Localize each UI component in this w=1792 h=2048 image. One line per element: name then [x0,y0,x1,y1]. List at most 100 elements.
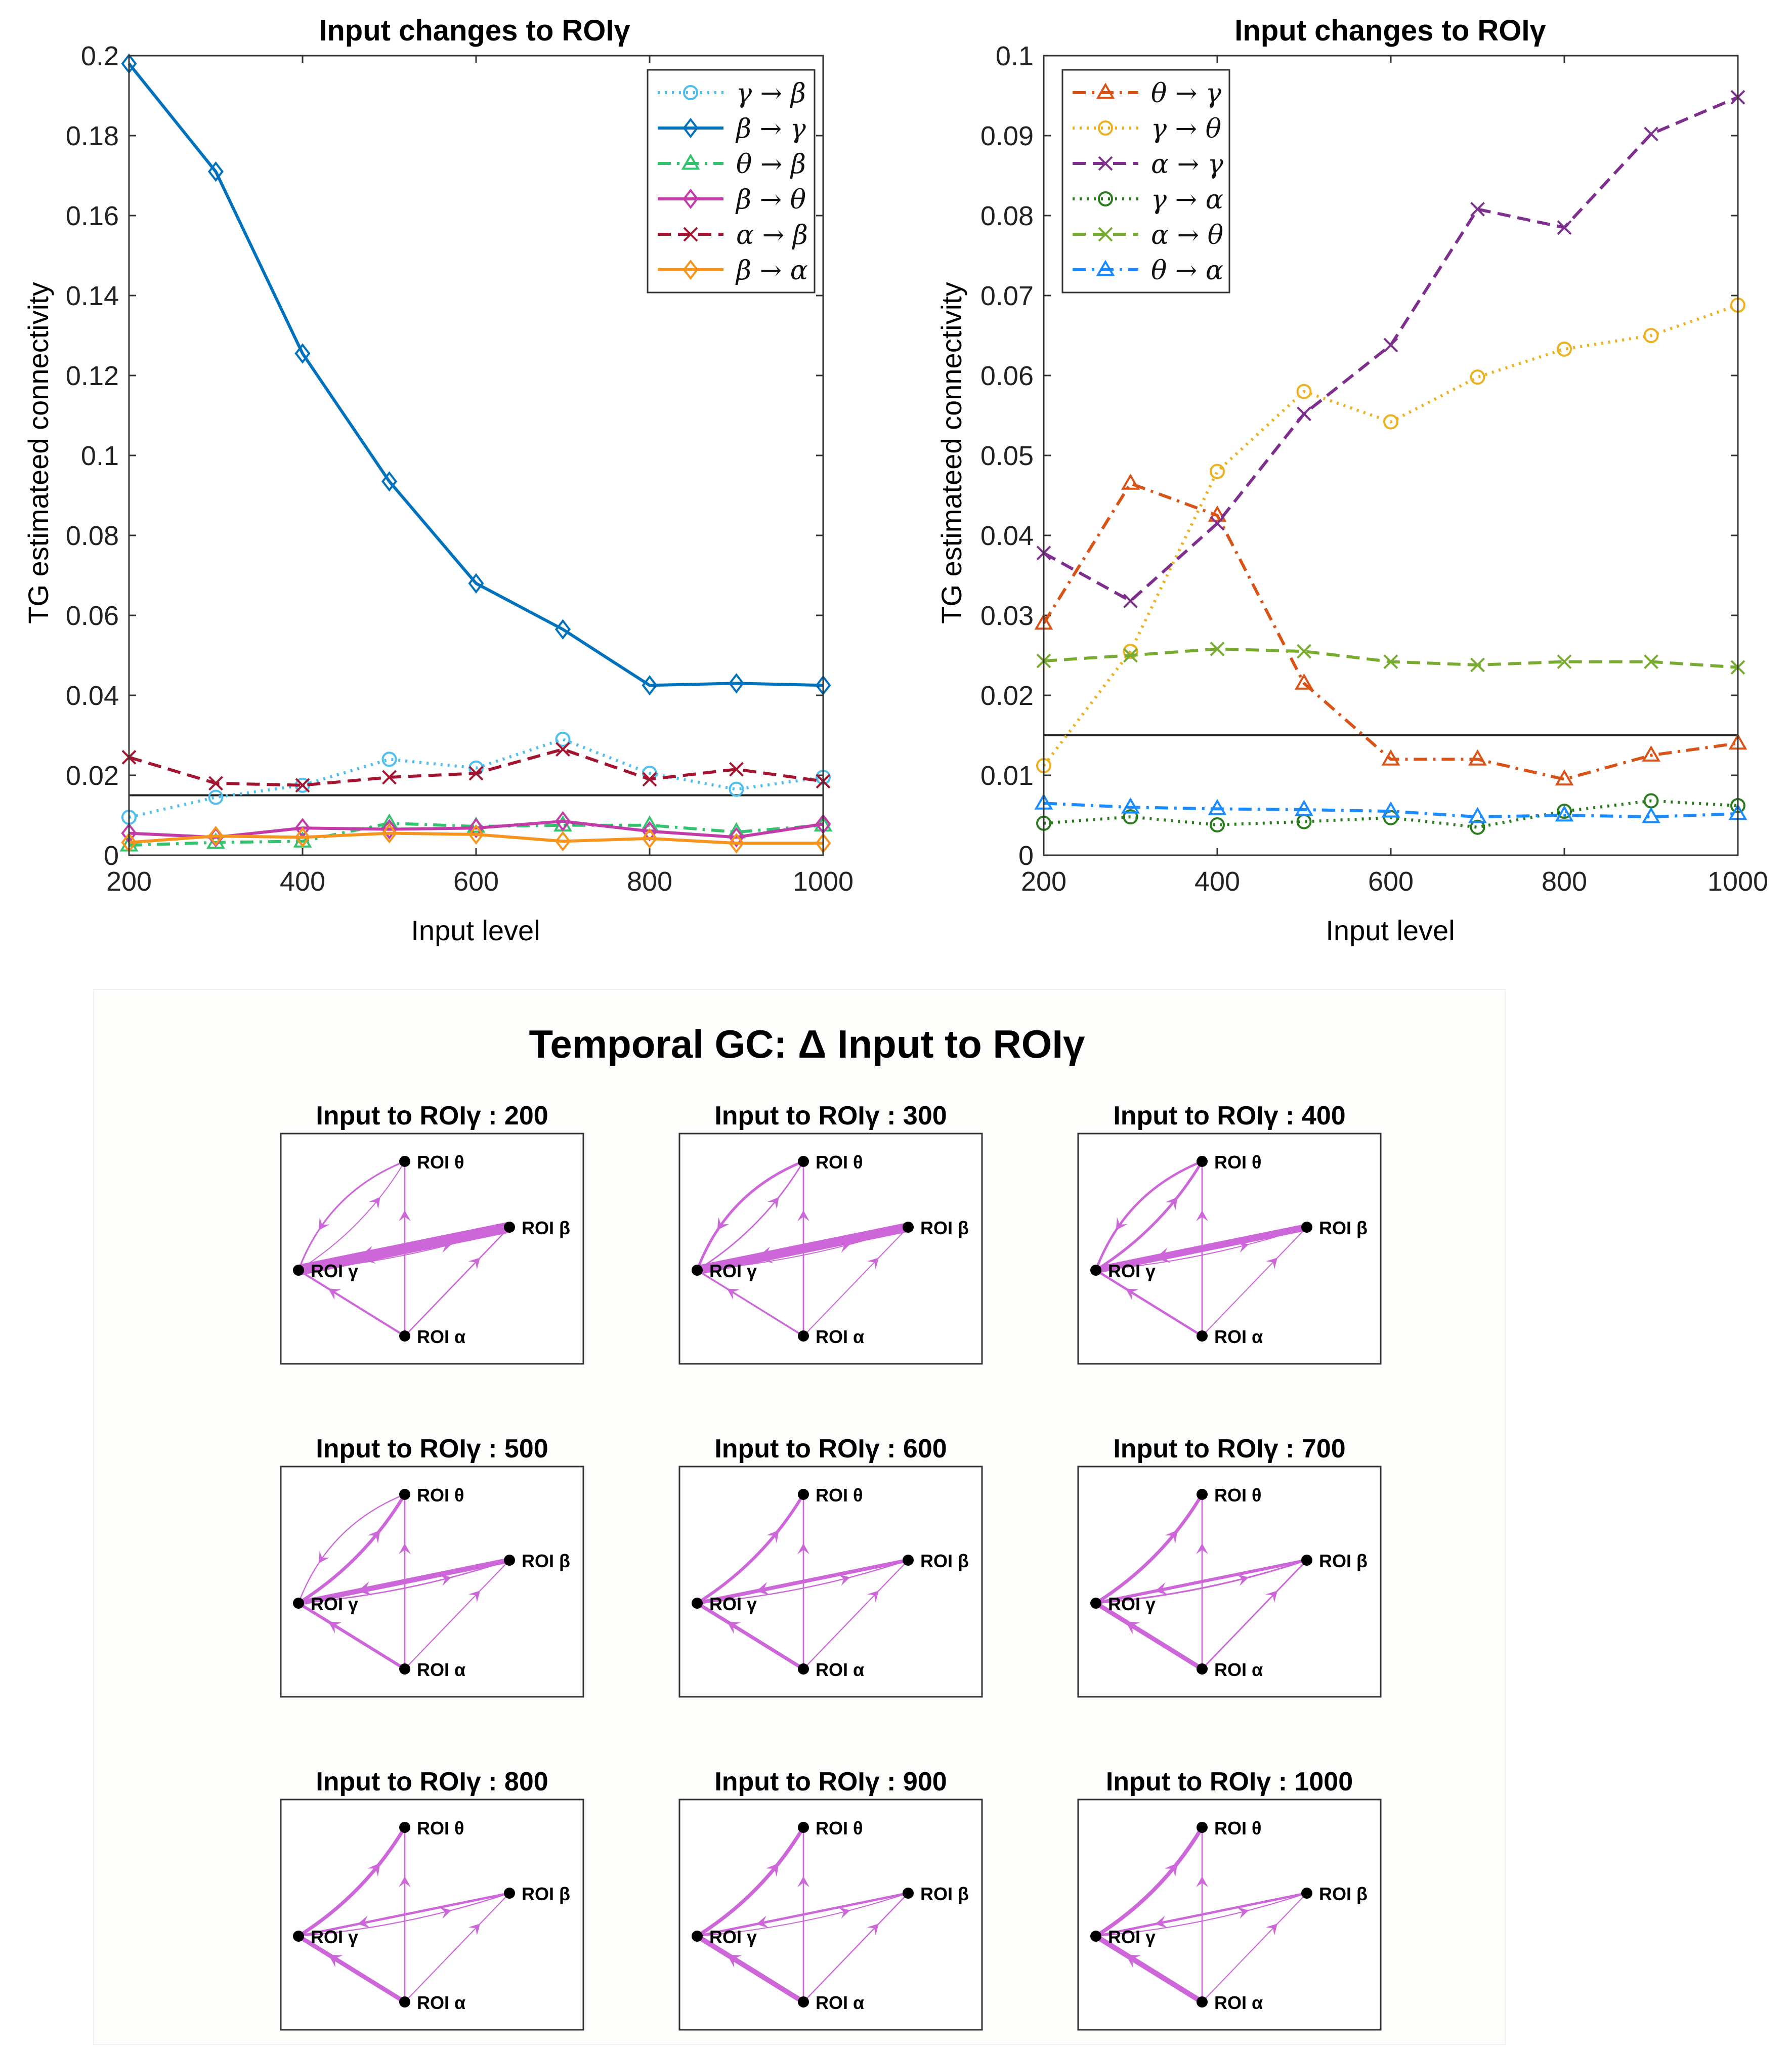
data-point [1470,819,1485,835]
chart-left: Input changes to ROIγ TG estimateed conn… [22,14,854,946]
network-edge [696,1493,805,1605]
node-label-beta: ROI β [920,1218,969,1238]
data-point [1210,817,1225,832]
network-panel-title: Input to ROIγ : 900 [714,1767,947,1796]
chart-right: Input changes to ROIγ TG estimateed conn… [935,14,1768,946]
node-beta [504,1222,515,1233]
network-edge-arrowhead [797,1876,809,1888]
network-edge-arrowhead [1165,1530,1178,1544]
legend-label: β → γ [735,114,806,144]
node-theta [1197,1822,1208,1833]
legend-label: γ → θ [1151,114,1221,144]
node-beta [1301,1555,1312,1566]
node-beta [504,1555,515,1566]
data-point [1470,369,1485,385]
node-label-gamma: ROI γ [709,1594,757,1614]
network-edge-arrowhead [357,1245,376,1264]
series-line [1043,647,1738,669]
data-point [1383,338,1398,353]
x-tick-label: 400 [1194,866,1240,897]
network-edge-arrowhead [797,1210,809,1222]
y-tick-label: 0.02 [66,761,119,791]
network-edge-arrowhead [838,1907,850,1919]
chart-left-legend: γ → β β → γ θ → β β → θ α → β β → α [647,69,816,294]
node-theta [1197,1489,1208,1500]
data-point [729,781,744,797]
data-point [1557,654,1572,670]
series-line [1043,799,1738,829]
network-panel: Input to ROIγ : 900 ROI θ ROI β ROI γ ROI α [678,1767,983,2031]
series-0 [1034,473,1747,786]
node-beta [504,1888,515,1899]
network-edge-arrowhead [328,1621,342,1634]
node-label-beta: ROI β [522,1551,570,1571]
network-edge [296,1934,407,2004]
network-edge [695,1825,805,1938]
data-point [1210,641,1225,656]
network-edge [692,1222,913,1275]
data-point [468,818,484,839]
y-tick-label: 0.02 [980,681,1034,711]
legend-label: γ → α [1151,185,1223,215]
x-tick-label: 600 [1368,866,1414,897]
network-edge-arrowhead [399,1876,411,1888]
network-panel: Input to ROIγ : 400 ROI θ ROI β ROI γ ROI α [1077,1101,1382,1365]
data-point [1297,406,1311,422]
data-point [1208,505,1227,522]
node-label-alpha: ROI α [417,1659,465,1680]
network-edge [1094,1558,1309,1605]
network-edge-arrowhead [439,1907,452,1919]
node-gamma [692,1931,703,1942]
data-point [1555,769,1574,786]
series-0 [121,731,831,825]
node-beta [1301,1888,1312,1899]
node-label-gamma: ROI γ [709,1927,757,1947]
data-point [1123,594,1138,608]
data-point [554,811,571,832]
series-3 [1036,793,1745,835]
series-1 [1036,297,1745,774]
legend-label: θ → α [1151,256,1223,286]
network-panel: Input to ROIγ : 600 ROI θ ROI β ROI γ ROI α [678,1434,983,1698]
series-5 [121,823,831,854]
legend-label: θ → γ [1151,78,1222,109]
node-gamma [1090,1931,1101,1942]
legend-marker [1098,156,1113,171]
chart-left-title: Input changes to ROIγ [319,14,630,47]
series-line [1043,802,1738,819]
data-point [1644,127,1658,142]
node-theta [399,1822,410,1833]
legend-label: γ → β [736,78,806,109]
y-tick-label: 0 [104,841,119,871]
legend-label: α → θ [1151,220,1223,250]
node-gamma [293,1265,304,1276]
network-edge-arrowhead [328,1954,343,1968]
data-point [382,770,397,785]
legend-marker [682,259,699,280]
network-edge-arrowhead [766,1863,779,1877]
legend-label: α → β [736,220,808,250]
network-edge-arrowhead [1155,1915,1168,1928]
series-line [1042,482,1738,781]
data-point [728,833,745,854]
y-tick-label: 0.04 [66,681,119,711]
x-tick-label: 200 [106,866,152,897]
network-edge-arrowhead [367,1530,380,1544]
network-panel-title: Input to ROIγ : 400 [1113,1101,1345,1131]
legend-marker [1098,191,1113,206]
data-point [1210,516,1225,531]
series-line [129,819,824,839]
node-label-gamma: ROI γ [311,1927,358,1947]
network-edge-arrowhead [867,1258,879,1270]
series-line [1042,304,1738,767]
data-point [728,827,745,848]
x-tick-label: 800 [1542,866,1587,897]
node-label-gamma: ROI γ [1108,1927,1156,1947]
data-point [1383,654,1398,670]
y-tick-label: 0.1 [81,441,119,471]
y-tick-label: 0.06 [66,601,119,631]
node-label-alpha: ROI α [1214,1326,1263,1347]
node-label-gamma: ROI γ [311,1594,358,1614]
network-edge-arrowhead [1265,1258,1278,1270]
